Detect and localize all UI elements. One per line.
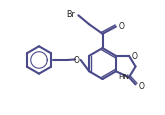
Text: HN: HN — [118, 74, 129, 80]
Text: O: O — [131, 51, 137, 60]
Text: Br: Br — [66, 10, 75, 19]
Text: O: O — [73, 55, 79, 64]
Text: O: O — [118, 22, 124, 31]
Text: O: O — [138, 81, 144, 90]
